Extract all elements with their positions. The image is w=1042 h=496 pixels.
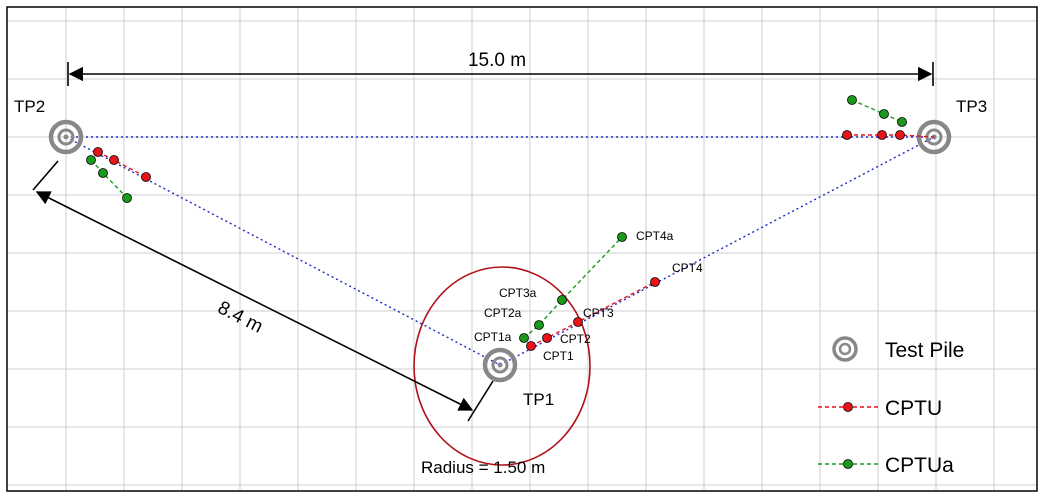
tp1-label: TP1 [523, 390, 554, 409]
cptua-point [879, 109, 889, 119]
tp3-label: TP3 [956, 97, 987, 116]
cpt2a-point [534, 320, 544, 330]
radius-label: Radius = 1.50 m [421, 458, 545, 477]
cptua-point [897, 117, 907, 127]
cpt3-label: CPT3 [583, 306, 614, 320]
cptua-point [122, 193, 132, 203]
cpt1a-label: CPT1a [474, 330, 512, 344]
cptu-point [877, 130, 887, 140]
link-tp1-tp3 [499, 136, 935, 366]
cptu-point [109, 155, 119, 165]
cptu-point [842, 130, 852, 140]
cpt1-point [526, 341, 536, 351]
tp2-label: TP2 [14, 97, 45, 116]
legend-cptua-label: CPTUa [885, 454, 954, 477]
test-pile-tp2 [48, 119, 84, 155]
cpt3a-point [557, 295, 567, 305]
legend-cptu-label: CPTU [885, 397, 942, 420]
cpt2-point [542, 333, 552, 343]
legend: Test Pile CPTU CPTUa [818, 336, 964, 477]
cpt3-point [573, 317, 583, 327]
cpt4a-point [617, 232, 627, 242]
cptua-point [86, 155, 96, 165]
legend-test-pile-icon [832, 336, 858, 362]
cpt2a-label: CPT2a [484, 306, 522, 320]
cptu-point [895, 130, 905, 140]
legend-test-pile-label: Test Pile [885, 339, 964, 362]
dimension-15m-label: 15.0 m [468, 50, 526, 71]
legend-cptu-swatch [818, 402, 878, 412]
cptu-point [141, 172, 151, 182]
legend-cptua-swatch [818, 459, 878, 469]
cpt3a-label: CPT3a [499, 286, 537, 300]
plot-frame [6, 6, 1038, 492]
cptua-point [847, 95, 857, 105]
test-pile-tp1 [482, 347, 518, 383]
cpt4-label: CPT4 [672, 261, 703, 275]
cpt1-label: CPT1 [543, 349, 574, 363]
cptua-point [98, 168, 108, 178]
cpt4-point [650, 277, 660, 287]
cptua-points [86, 95, 907, 343]
cpt4a-label: CPT4a [636, 229, 674, 243]
cptu-points [93, 130, 905, 351]
dimension-15m: 15.0 m [67, 50, 934, 86]
cptu-point [93, 147, 103, 157]
cpt1a-point [519, 333, 529, 343]
cpt2-label: CPT2 [560, 332, 591, 346]
grid [8, 8, 1036, 490]
